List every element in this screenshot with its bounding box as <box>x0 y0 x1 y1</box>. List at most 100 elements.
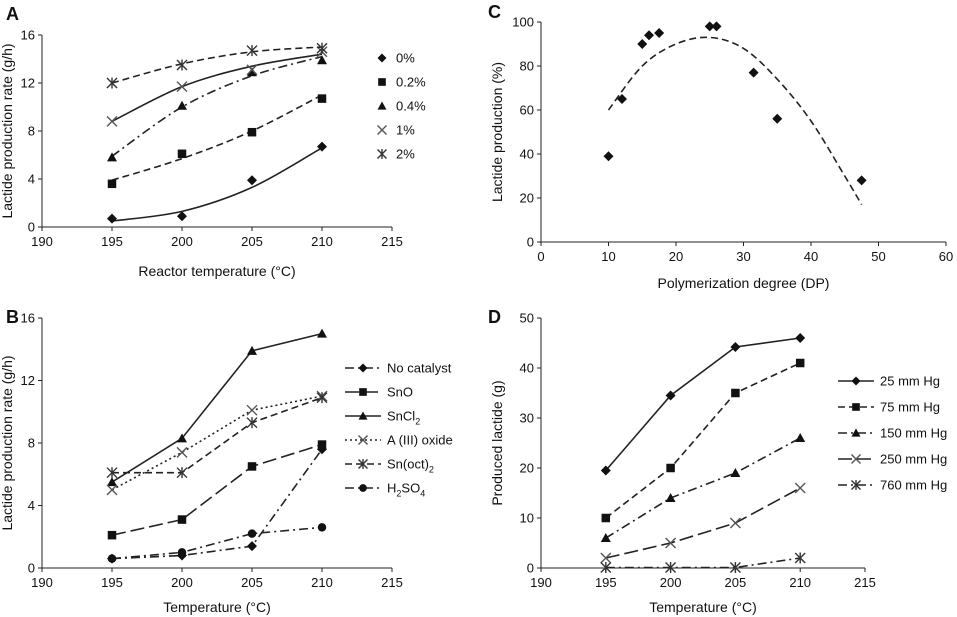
data-point <box>317 141 327 152</box>
y-tick-label: 10 <box>520 511 534 526</box>
panel-a: A 190 195 200 205 210 215 0 4 8 12 16 Reactor temper… <box>0 4 426 279</box>
legend-item: 25 mm Hg <box>838 374 940 389</box>
data-point <box>176 467 188 479</box>
data-point <box>617 94 627 104</box>
legend-label: 25 mm Hg <box>880 374 940 389</box>
data-point <box>107 152 117 162</box>
trend-line <box>111 94 323 181</box>
legend-marker <box>377 53 387 63</box>
legend-marker <box>358 459 368 469</box>
data-point <box>665 537 677 549</box>
data-point <box>106 115 118 127</box>
data-point <box>654 28 665 38</box>
x-tick-label: 0 <box>537 249 544 264</box>
data-point <box>246 404 258 416</box>
y-tick-label: 12 <box>21 373 35 388</box>
legend-label: No catalyst <box>387 361 452 376</box>
data-point <box>317 440 327 449</box>
data-point <box>795 333 806 343</box>
series-sn-oct- <box>106 392 328 479</box>
legend-label: A (III) oxide <box>387 433 453 448</box>
series-line <box>605 437 801 539</box>
data-point <box>729 517 741 529</box>
legend-item: 0.4% <box>377 99 426 114</box>
legend-marker <box>358 363 368 373</box>
x-tick-label: 60 <box>939 249 953 264</box>
data-point <box>107 530 117 540</box>
legend-marker <box>377 125 387 135</box>
legend-marker <box>851 454 861 464</box>
data-point <box>665 562 677 573</box>
x-tick-label: 210 <box>311 234 333 249</box>
legend-marker <box>378 78 386 86</box>
y-tick-label: 0 <box>527 235 534 250</box>
legend-label: 1% <box>396 123 415 138</box>
x-axis-label: Reactor temperature (°C) <box>138 263 295 279</box>
y-tick-label: 0 <box>28 220 35 235</box>
series-line <box>605 337 801 472</box>
legend-item: Sn(oct)2 <box>345 457 434 475</box>
data-point <box>603 151 614 162</box>
y-tick-label: 20 <box>520 191 534 206</box>
data-point <box>246 417 258 429</box>
trend-line <box>111 53 323 123</box>
data-point <box>247 67 257 77</box>
data-point <box>317 94 327 103</box>
legend-label: H2SO4 <box>387 481 425 499</box>
x-tick-label: 195 <box>101 234 123 249</box>
y-tick-label: 100 <box>512 15 534 30</box>
data-point <box>600 533 611 542</box>
trend-line <box>111 55 323 157</box>
series-line <box>111 332 323 483</box>
data-point <box>711 21 722 32</box>
y-tick-label: 0 <box>28 561 35 576</box>
series-line <box>111 395 323 491</box>
legend-marker <box>359 388 367 396</box>
data-point <box>247 127 257 137</box>
x-tick-label: 190 <box>31 234 53 249</box>
series-760-mm-hg <box>600 552 806 573</box>
x-tick-label: 215 <box>381 575 403 590</box>
y-tick-label: 60 <box>520 103 534 118</box>
legend-marker <box>358 435 368 445</box>
legend-item: 75 mm Hg <box>838 400 940 415</box>
data-point <box>176 81 188 93</box>
series-line <box>605 557 801 569</box>
legend-marker <box>851 376 861 386</box>
x-tick-label: 10 <box>601 249 615 264</box>
legend-item: 760 mm Hg <box>838 478 947 493</box>
legend-label: SnO <box>387 385 413 400</box>
y-tick-label: 20 <box>520 461 534 476</box>
data-point <box>106 77 118 89</box>
x-tick-label: 190 <box>530 575 552 590</box>
y-axis-label: Lactide production rate (g/h) <box>0 43 15 218</box>
series-sncl <box>107 328 327 487</box>
panel-label: D <box>488 307 501 327</box>
legend-label: Sn(oct)2 <box>387 457 434 475</box>
legend-marker <box>359 484 367 492</box>
series-75-mm-hg <box>601 358 805 523</box>
series-25-mm-hg <box>600 333 806 476</box>
x-tick-label: 200 <box>171 234 193 249</box>
legend-label: 760 mm Hg <box>880 478 947 493</box>
x-axis-label: Temperature (°C) <box>163 599 271 615</box>
x-tick-label: 205 <box>241 234 263 249</box>
data-point <box>794 482 806 494</box>
legend-item: SnO <box>345 385 413 400</box>
x-tick-label: 200 <box>171 575 193 590</box>
series-250-mm-hg <box>600 482 806 564</box>
series-line <box>112 396 323 474</box>
series-0- <box>107 141 327 224</box>
data-point <box>666 463 675 473</box>
y-tick-label: 80 <box>520 59 534 74</box>
series-150-mm-hg <box>600 433 806 542</box>
data-point <box>748 67 759 78</box>
data-point <box>247 175 257 186</box>
data-point <box>317 523 327 532</box>
data-point <box>856 175 867 186</box>
data-point <box>600 562 612 573</box>
series-data <box>603 21 867 206</box>
data-point <box>106 484 118 496</box>
y-tick-label: 0 <box>527 561 534 576</box>
legend-marker <box>377 149 387 159</box>
